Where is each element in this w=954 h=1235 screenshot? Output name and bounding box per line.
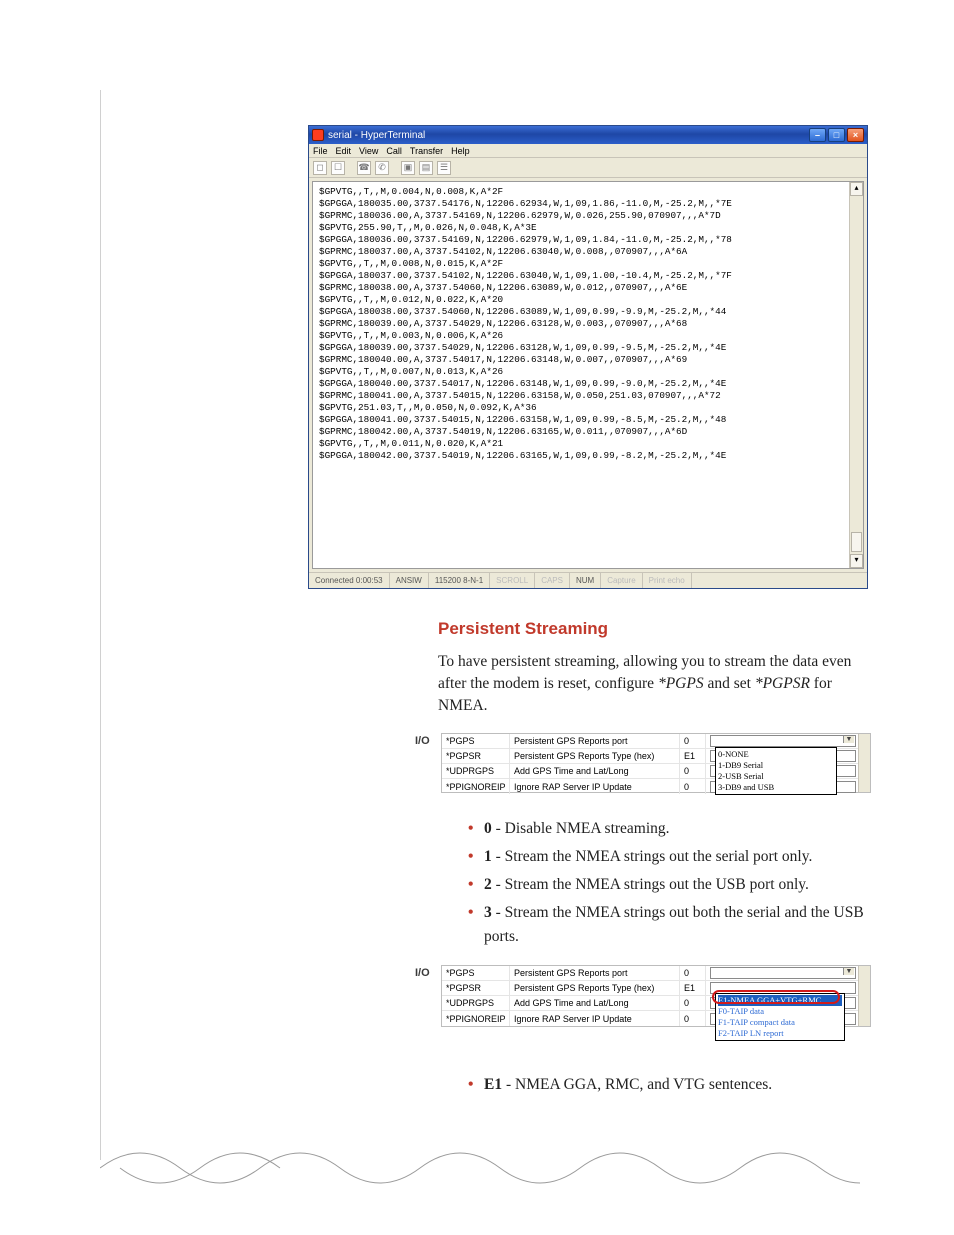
pgps-dropdown[interactable]: 0-NONE1-DB9 Serial2-USB Serial3-DB9 and … xyxy=(715,747,837,795)
props-icon[interactable]: ☰ xyxy=(437,161,451,175)
param-desc: Persistent GPS Reports Type (hex) xyxy=(510,981,680,995)
dropdown-option[interactable]: 3-DB9 and USB xyxy=(718,782,834,793)
recv-icon[interactable]: ▤ xyxy=(419,161,433,175)
param-name: *PGPSR xyxy=(442,981,510,995)
menubar[interactable]: File Edit View Call Transfer Help xyxy=(309,144,867,158)
dropdown-option[interactable]: F1-TAIP compact data xyxy=(718,1017,842,1028)
param-desc: Ignore RAP Server IP Update xyxy=(510,1011,680,1026)
section-heading: Persistent Streaming xyxy=(438,619,868,639)
param-name: *PPIGNOREIP xyxy=(442,1011,510,1026)
param-name: *UDPRGPS xyxy=(442,996,510,1010)
grid-scrollbar[interactable] xyxy=(858,734,870,792)
param-name: *PGPS xyxy=(442,966,510,980)
param-desc: Ignore RAP Server IP Update xyxy=(510,779,680,794)
statusbar: Connected 0:00:53 ANSIW 115200 8-N-1 SCR… xyxy=(309,572,867,588)
dropdown-option[interactable]: 1-DB9 Serial xyxy=(718,760,834,771)
param-value: 0 xyxy=(680,734,706,748)
app-icon xyxy=(312,129,324,141)
list-item: 1 - Stream the NMEA strings out the seri… xyxy=(468,845,868,869)
param-value: 0 xyxy=(680,1011,706,1026)
param-name: *PPIGNOREIP xyxy=(442,779,510,794)
scroll-down-icon[interactable]: ▾ xyxy=(850,554,863,568)
scroll-up-icon[interactable]: ▴ xyxy=(850,182,863,196)
param-name: *UDPRGPS xyxy=(442,764,510,778)
hyperterminal-window: serial - HyperTerminal – □ × File Edit V… xyxy=(308,125,868,589)
dropdown-option[interactable]: 2-USB Serial xyxy=(718,771,834,782)
list-item: E1 - NMEA GGA, RMC, and VTG sentences. xyxy=(468,1073,868,1097)
dropdown-option[interactable]: E1-NMEA GGA+VTG+RMC xyxy=(718,995,842,1006)
options-list-1: 0 - Disable NMEA streaming. 1 - Stream th… xyxy=(468,817,868,949)
menu-file[interactable]: File xyxy=(313,146,328,156)
dropdown-option[interactable]: F0-TAIP data xyxy=(718,1006,842,1017)
terminal-body: $GPVTG,,T,,M,0.004,N,0.008,K,A*2F $GPGGA… xyxy=(312,181,864,569)
param-desc: Add GPS Time and Lat/Long xyxy=(510,996,680,1010)
terminal-output: $GPVTG,,T,,M,0.004,N,0.008,K,A*2F $GPGGA… xyxy=(313,182,863,462)
list-item: 0 - Disable NMEA streaming. xyxy=(468,817,868,841)
list-item: 3 - Stream the NMEA strings out both the… xyxy=(468,901,868,949)
param-control[interactable] xyxy=(706,734,870,748)
disconnect-icon[interactable]: ✆ xyxy=(375,161,389,175)
terminal-body-wrap: $GPVTG,,T,,M,0.004,N,0.008,K,A*2F $GPGGA… xyxy=(309,178,867,572)
grid-scrollbar-2[interactable] xyxy=(858,966,870,1026)
status-num: NUM xyxy=(570,573,601,588)
param-desc: Persistent GPS Reports port xyxy=(510,966,680,980)
menu-help[interactable]: Help xyxy=(451,146,470,156)
status-capture: Capture xyxy=(601,573,642,588)
titlebar[interactable]: serial - HyperTerminal – □ × xyxy=(309,126,867,144)
send-icon[interactable]: ▣ xyxy=(401,161,415,175)
menu-transfer[interactable]: Transfer xyxy=(410,146,443,156)
param-desc: Persistent GPS Reports port xyxy=(510,734,680,748)
content-column: serial - HyperTerminal – □ × File Edit V… xyxy=(308,125,868,1101)
dropdown-select[interactable] xyxy=(710,735,856,747)
param-desc: Persistent GPS Reports Type (hex) xyxy=(510,749,680,763)
maximize-button[interactable]: □ xyxy=(828,128,845,142)
scrollbar[interactable]: ▴ ▾ xyxy=(849,182,863,568)
param-name: *PGPS xyxy=(442,734,510,748)
settings-row: *PGPSPersistent GPS Reports port0 xyxy=(442,966,870,981)
menu-edit[interactable]: Edit xyxy=(336,146,352,156)
options-list-2: E1 - NMEA GGA, RMC, and VTG sentences. xyxy=(468,1073,868,1097)
param-value: 0 xyxy=(680,764,706,778)
dropdown-select[interactable] xyxy=(710,967,856,979)
new-icon[interactable]: ◻ xyxy=(313,161,327,175)
io-label: I/O xyxy=(415,735,430,747)
dropdown-option[interactable]: 0-NONE xyxy=(718,749,834,760)
scroll-thumb[interactable] xyxy=(851,532,862,552)
status-connection: 115200 8-N-1 xyxy=(429,573,490,588)
list-item: 2 - Stream the NMEA strings out the USB … xyxy=(468,873,868,897)
param-control[interactable] xyxy=(706,966,870,980)
dropdown-option[interactable]: F2-TAIP LN report xyxy=(718,1028,842,1039)
settings-screenshot-1: I/O *PGPSPersistent GPS Reports port0*PG… xyxy=(415,733,871,805)
window-title: serial - HyperTerminal xyxy=(328,130,807,141)
close-button[interactable]: × xyxy=(847,128,864,142)
menu-call[interactable]: Call xyxy=(386,146,402,156)
param-value: E1 xyxy=(680,981,706,995)
param-value: E1 xyxy=(680,749,706,763)
toolbar[interactable]: ◻ ☐ ☎ ✆ ▣ ▤ ☰ xyxy=(309,158,867,178)
status-emulation: ANSIW xyxy=(390,573,429,588)
minimize-button[interactable]: – xyxy=(809,128,826,142)
param-value: 0 xyxy=(680,996,706,1010)
status-scroll: SCROLL xyxy=(490,573,535,588)
pgpsr-dropdown[interactable]: E1-NMEA GGA+VTG+RMCF0-TAIP dataF1-TAIP c… xyxy=(715,993,845,1041)
param-value: 0 xyxy=(680,966,706,980)
status-connected: Connected 0:00:53 xyxy=(309,573,390,588)
section-paragraph: To have persistent streaming, allowing y… xyxy=(438,651,863,717)
footer-wave-icon xyxy=(100,1133,860,1203)
status-printecho: Print echo xyxy=(643,573,692,588)
param-value: 0 xyxy=(680,779,706,794)
status-caps: CAPS xyxy=(535,573,570,588)
param-desc: Add GPS Time and Lat/Long xyxy=(510,764,680,778)
menu-view[interactable]: View xyxy=(359,146,378,156)
param-name: *PGPSR xyxy=(442,749,510,763)
settings-screenshot-2: I/O *PGPSPersistent GPS Reports port0*PG… xyxy=(415,965,871,1051)
io-label-2: I/O xyxy=(415,967,430,979)
connect-icon[interactable]: ☎ xyxy=(357,161,371,175)
open-icon[interactable]: ☐ xyxy=(331,161,345,175)
